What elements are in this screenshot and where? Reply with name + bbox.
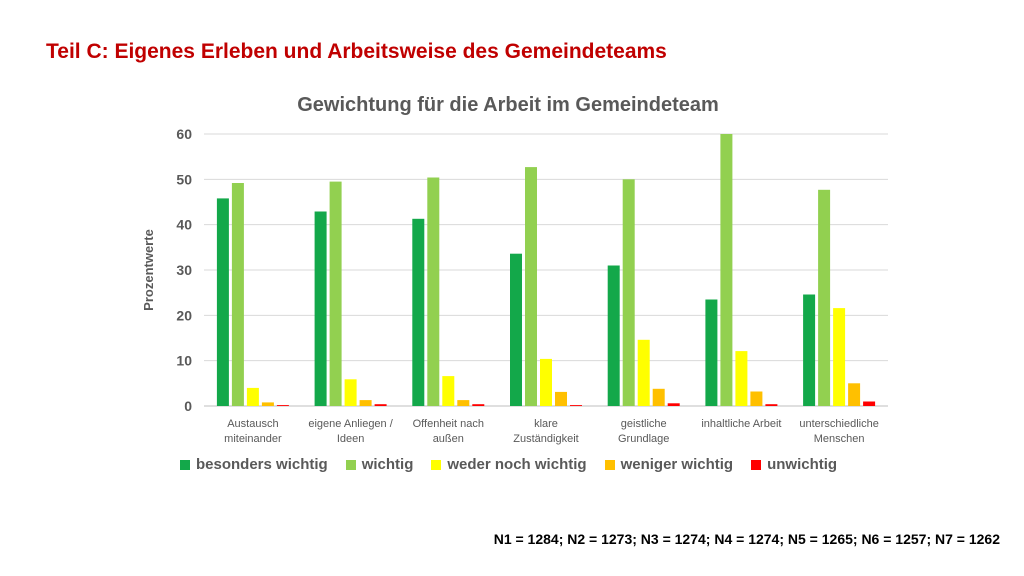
x-tick-label: Offenheit nach: [413, 418, 484, 430]
bar-besonders-wichtig: [607, 265, 620, 406]
bar-weniger-wichtig: [750, 391, 763, 406]
bar-weniger-wichtig: [555, 391, 567, 406]
legend: besonders wichtig wichtig weder noch wicht…: [180, 456, 837, 473]
bar-weniger-wichtig: [359, 400, 372, 406]
legend-label: wichtig: [361, 456, 414, 473]
x-tick-label: geistliche: [621, 418, 667, 430]
legend-swatch: [431, 459, 442, 470]
bar-wichtig: [231, 183, 244, 406]
x-tick-label: unterschiedliche: [799, 418, 879, 430]
bar-weder-noch-wichtig: [735, 351, 748, 406]
y-tick-label: 0: [184, 398, 192, 414]
bar-wichtig: [427, 177, 440, 406]
sample-size-footnote: N1 = 1284; N2 = 1273; N3 = 1274; N4 = 12…: [493, 531, 1000, 547]
bar-wichtig: [525, 167, 537, 406]
legend-item: besonders wichtig: [180, 456, 328, 473]
x-tick-label: Ideen: [337, 433, 365, 445]
y-tick-label: 30: [176, 262, 192, 278]
x-tick-label: Menschen: [814, 433, 865, 445]
bar-unwichtig: [570, 405, 582, 406]
bar-besonders-wichtig: [705, 299, 718, 406]
bar-weder-noch-wichtig: [540, 358, 552, 406]
bar-weder-noch-wichtig: [442, 376, 455, 406]
legend-item: wichtig: [345, 456, 414, 473]
bar-weder-noch-wichtig: [833, 308, 846, 406]
bar-weder-noch-wichtig: [637, 339, 650, 406]
legend-swatch: [751, 459, 762, 470]
bar-unwichtig: [472, 404, 485, 406]
y-tick-label: 60: [176, 126, 192, 142]
bar-unwichtig: [374, 404, 387, 406]
bar-besonders-wichtig: [803, 294, 816, 406]
legend-swatch: [345, 459, 356, 470]
bar-weder-noch-wichtig: [344, 379, 357, 406]
x-tick-label: Grundlage: [618, 433, 669, 445]
bar-besonders-wichtig: [412, 218, 425, 406]
bar-besonders-wichtig: [216, 198, 229, 406]
bar-besonders-wichtig: [510, 253, 522, 406]
legend-label: unwichtig: [767, 456, 838, 473]
y-tick-label: 40: [176, 217, 192, 233]
bar-unwichtig: [863, 401, 876, 406]
x-tick-label: eigene Anliegen /: [308, 418, 393, 430]
bar-unwichtig: [667, 403, 680, 406]
legend-label: weder noch wichtig: [447, 456, 587, 473]
chart-title: Gewichtung für die Arbeit im Gemeindetea…: [297, 94, 719, 116]
legend-label: weniger wichtig: [620, 456, 734, 473]
y-axis-label: Prozentwerte: [141, 229, 156, 311]
bar-weniger-wichtig: [848, 383, 861, 406]
bar-weniger-wichtig: [652, 388, 665, 406]
bar-weniger-wichtig: [261, 402, 274, 406]
bar-wichtig: [720, 134, 733, 406]
bar-wichtig: [622, 179, 635, 406]
x-tick-label: miteinander: [224, 433, 282, 445]
legend-label: besonders wichtig: [196, 456, 328, 473]
bars: [216, 134, 876, 406]
y-tick-labels: 0 10 20 30 40 50 60: [176, 126, 192, 414]
bar-besonders-wichtig: [314, 211, 327, 406]
x-tick-label: Austausch: [227, 418, 278, 430]
legend-swatch: [180, 459, 190, 470]
bar-unwichtig: [765, 404, 778, 406]
x-tick-label: klare: [534, 418, 558, 430]
legend-item: weder noch wichtig: [431, 456, 587, 473]
slide-title: Teil C: Eigenes Erleben und Arbeitsweise…: [46, 40, 667, 63]
y-tick-label: 20: [176, 307, 192, 323]
x-tick-label: außen: [433, 433, 464, 445]
legend-item: unwichtig: [751, 456, 837, 473]
bar-unwichtig: [276, 405, 289, 406]
legend-swatch: [604, 459, 615, 470]
x-tick-label: Zuständigkeit: [513, 433, 578, 445]
y-tick-label: 50: [176, 171, 192, 187]
bar-wichtig: [818, 189, 831, 406]
x-tick-label: inhaltliche Arbeit: [701, 418, 781, 430]
bar-weder-noch-wichtig: [246, 387, 259, 406]
y-tick-label: 10: [176, 353, 192, 369]
bar-chart: Gewichtung für die Arbeit im Gemeindetea…: [141, 94, 888, 445]
bar-weniger-wichtig: [457, 400, 470, 406]
x-tick-labels: Austausch miteinander eigene Anliegen / Ide…: [224, 418, 879, 445]
bar-wichtig: [329, 181, 342, 406]
legend-item: weniger wichtig: [604, 456, 734, 473]
